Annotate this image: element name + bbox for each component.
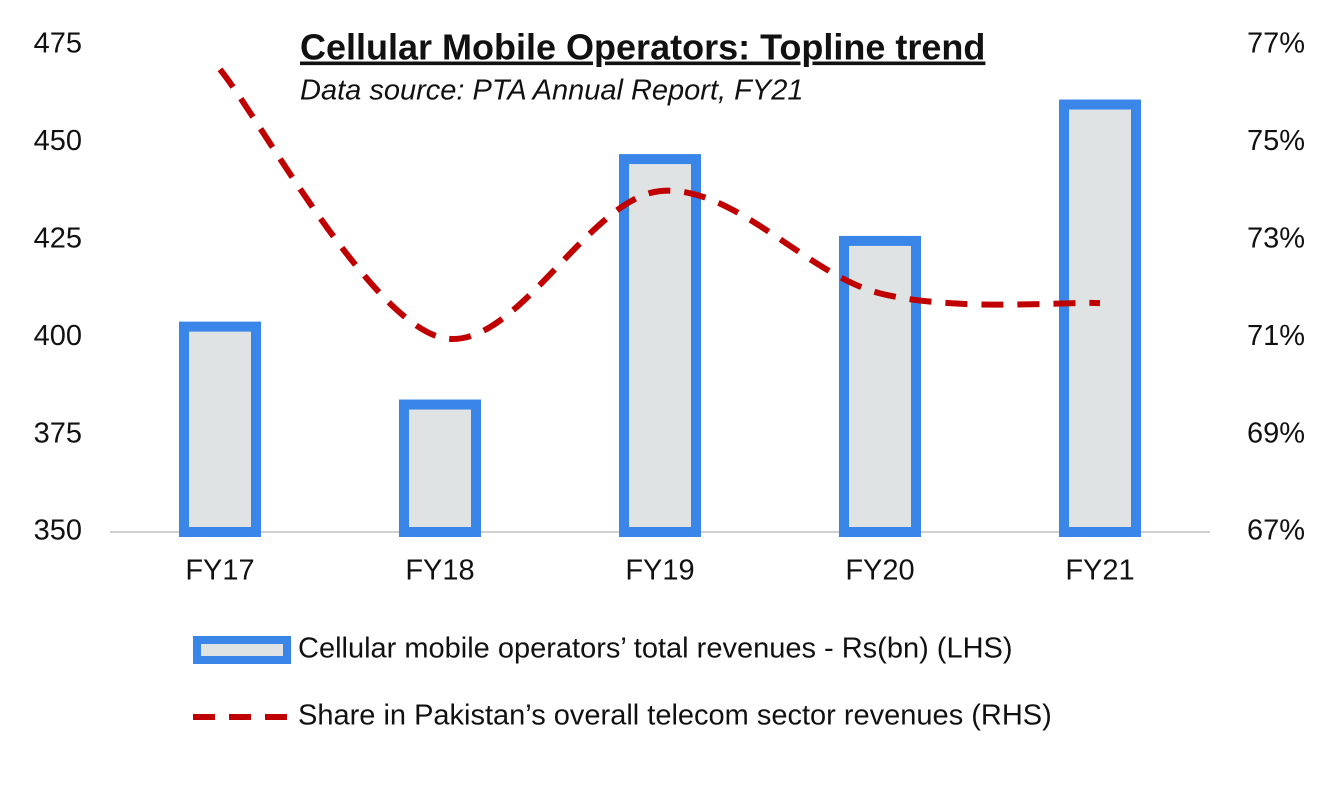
y-tick-label: 400: [34, 320, 82, 352]
y-tick-label: 425: [34, 222, 82, 254]
y2-tick-label: 69%: [1247, 417, 1305, 449]
legend-swatch: [193, 636, 291, 664]
y-tick-label: 450: [34, 125, 82, 157]
bar: [179, 321, 261, 537]
x-tick-label: FY17: [185, 555, 254, 587]
y-tick-label: 475: [34, 28, 82, 60]
chart-title: Cellular Mobile Operators: Topline trend: [300, 27, 985, 68]
y2-tick-label: 77%: [1247, 28, 1305, 60]
chart-subtitle: Data source: PTA Annual Report, FY21: [300, 75, 803, 107]
y2-tick-label: 71%: [1247, 320, 1305, 352]
y2-tick-label: 67%: [1247, 515, 1305, 547]
bar: [839, 235, 921, 538]
y2-tick-label: 75%: [1247, 125, 1305, 157]
y2-tick-label: 73%: [1247, 222, 1305, 254]
legend-label: Share in Pakistan’s overall telecom sect…: [298, 700, 1052, 732]
bar: [1059, 99, 1141, 537]
y-tick-label: 375: [34, 417, 82, 449]
bar: [619, 154, 701, 537]
x-tick-label: FY19: [625, 555, 694, 587]
bar: [399, 399, 481, 538]
x-tick-label: FY21: [1065, 555, 1134, 587]
x-tick-label: FY20: [845, 555, 914, 587]
y-tick-label: 350: [34, 515, 82, 547]
x-tick-label: FY18: [405, 555, 474, 587]
line: [217, 67, 1101, 342]
legend-label: Cellular mobile operators’ total revenue…: [298, 633, 1013, 665]
